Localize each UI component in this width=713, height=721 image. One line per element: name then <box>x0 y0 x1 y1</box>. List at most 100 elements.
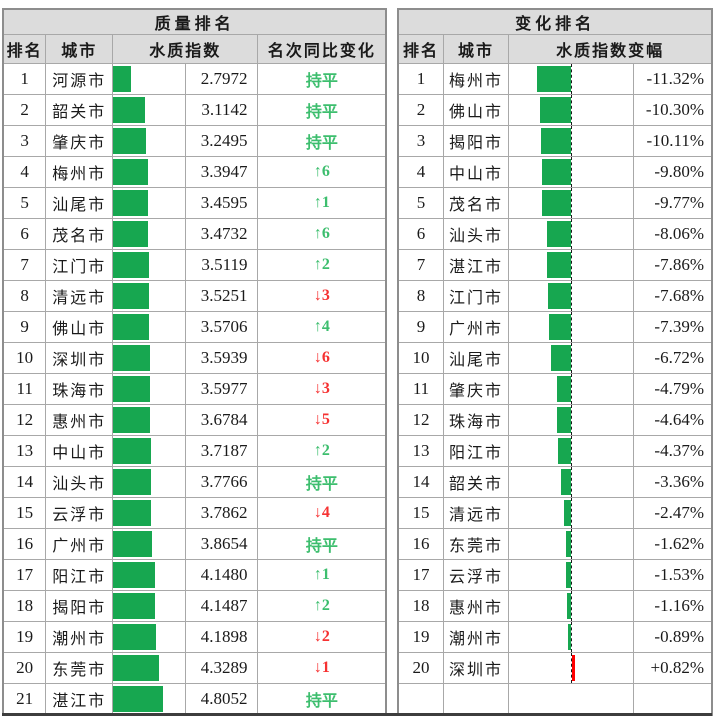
index-bar <box>113 66 132 92</box>
table-row: 12 珠海市 -4.64% <box>397 404 713 436</box>
table-row: 4 中山市 -9.80% <box>397 156 713 188</box>
change-bar <box>557 438 571 464</box>
city-cell: 珠海市 <box>442 404 510 436</box>
change-bar <box>536 66 571 92</box>
index-value-cell: 3.6784 <box>184 404 259 436</box>
pct-change-cell: -4.79% <box>632 373 713 405</box>
pct-change-cell: -1.62% <box>632 528 713 560</box>
index-bar-cell <box>112 683 186 716</box>
index-value-cell: 4.1487 <box>184 590 259 622</box>
index-bar-cell <box>112 311 186 343</box>
change-bar <box>563 500 571 526</box>
rank-cell: 1 <box>397 63 444 95</box>
rank-cell: 9 <box>397 311 444 343</box>
change-bar <box>547 283 571 309</box>
rank-cell: 5 <box>2 187 47 219</box>
change-bar-cell <box>508 559 634 591</box>
change-bar-cell <box>508 621 634 653</box>
table-row: 14 韶关市 -3.36% <box>397 466 713 498</box>
table-row: 质量排名 <box>2 8 387 35</box>
change-bar <box>548 314 571 340</box>
table-row: 3 肇庆市 3.2495 持平 <box>2 125 387 157</box>
change-bar <box>571 655 575 681</box>
pct-change-cell: -4.37% <box>632 435 713 467</box>
city-cell: 东莞市 <box>45 652 114 684</box>
index-bar-cell <box>112 559 186 591</box>
city-cell: 潮州市 <box>45 621 114 653</box>
index-bar-cell <box>112 218 186 250</box>
col-header-rank-change: 名次同比变化 <box>257 34 387 64</box>
city-cell: 阳江市 <box>45 559 114 591</box>
rank-cell: 12 <box>2 404 47 436</box>
change-bar <box>541 190 571 216</box>
change-bar-cell <box>508 404 634 436</box>
table-row: 16 东莞市 -1.62% <box>397 528 713 560</box>
index-bar-cell <box>112 497 186 529</box>
city-cell: 清远市 <box>45 280 114 312</box>
change-bar-cell <box>508 156 634 188</box>
zero-axis-line <box>570 157 572 187</box>
zero-axis-line <box>570 591 572 621</box>
change-bar-cell <box>508 652 634 684</box>
pct-change-cell: +0.82% <box>632 652 713 684</box>
rank-cell: 5 <box>397 187 444 219</box>
quality-table-title: 质量排名 <box>2 8 387 35</box>
city-cell: 广州市 <box>45 528 114 560</box>
table-row: 11 珠海市 3.5977 ↓3 <box>2 373 387 405</box>
rank-cell: 10 <box>2 342 47 374</box>
rank-cell: 16 <box>2 528 47 560</box>
change-bar-cell <box>508 311 634 343</box>
city-cell: 佛山市 <box>442 94 510 126</box>
city-cell: 珠海市 <box>45 373 114 405</box>
city-cell: 汕尾市 <box>442 342 510 374</box>
index-value-cell: 3.3947 <box>184 156 259 188</box>
city-cell: 云浮市 <box>442 559 510 591</box>
index-value-cell: 3.4732 <box>184 218 259 250</box>
rank-cell: 6 <box>397 218 444 250</box>
table-row: 排名 城市 水质指数变幅 <box>397 34 713 64</box>
table-row: 1 梅州市 -11.32% <box>397 63 713 95</box>
change-bar-cell <box>508 466 634 498</box>
pct-change-cell: -7.39% <box>632 311 713 343</box>
rank-cell: 13 <box>397 435 444 467</box>
index-bar-cell <box>112 187 186 219</box>
rank-cell: 4 <box>397 156 444 188</box>
table-row: 1 河源市 2.7972 持平 <box>2 63 387 95</box>
city-cell: 肇庆市 <box>45 125 114 157</box>
table-row: 17 阳江市 4.1480 ↑1 <box>2 559 387 591</box>
city-cell: 清远市 <box>442 497 510 529</box>
zero-axis-line <box>570 188 572 218</box>
city-cell: 韶关市 <box>45 94 114 126</box>
pct-change-cell: -7.86% <box>632 249 713 281</box>
zero-axis-line <box>570 529 572 559</box>
city-cell: 广州市 <box>442 311 510 343</box>
rank-cell: 16 <box>397 528 444 560</box>
rank-cell: 7 <box>2 249 47 281</box>
city-cell: 汕尾市 <box>45 187 114 219</box>
city-cell: 阳江市 <box>442 435 510 467</box>
rank-change-cell: ↓6 <box>257 342 387 374</box>
rank-cell: 1 <box>2 63 47 95</box>
table-row: 4 梅州市 3.3947 ↑6 <box>2 156 387 188</box>
table-row: 2 佛山市 -10.30% <box>397 94 713 126</box>
pct-change-cell <box>632 683 713 716</box>
change-bar <box>546 252 571 278</box>
change-bar <box>565 562 571 588</box>
index-value-cell: 3.7862 <box>184 497 259 529</box>
rank-cell: 15 <box>397 497 444 529</box>
rank-change-cell: 持平 <box>257 63 387 95</box>
rank-change-cell: ↑4 <box>257 311 387 343</box>
index-bar-cell <box>112 280 186 312</box>
rank-change-cell: ↑6 <box>257 218 387 250</box>
index-value-cell: 3.5706 <box>184 311 259 343</box>
table-row: 17 云浮市 -1.53% <box>397 559 713 591</box>
table-row: 5 茂名市 -9.77% <box>397 187 713 219</box>
change-bar-cell <box>508 342 634 374</box>
rank-change-cell: 持平 <box>257 528 387 560</box>
change-bar-cell <box>508 590 634 622</box>
city-cell: 深圳市 <box>45 342 114 374</box>
index-bar <box>113 562 156 588</box>
rank-cell: 14 <box>2 466 47 498</box>
rank-cell: 11 <box>2 373 47 405</box>
table-row: 9 广州市 -7.39% <box>397 311 713 343</box>
